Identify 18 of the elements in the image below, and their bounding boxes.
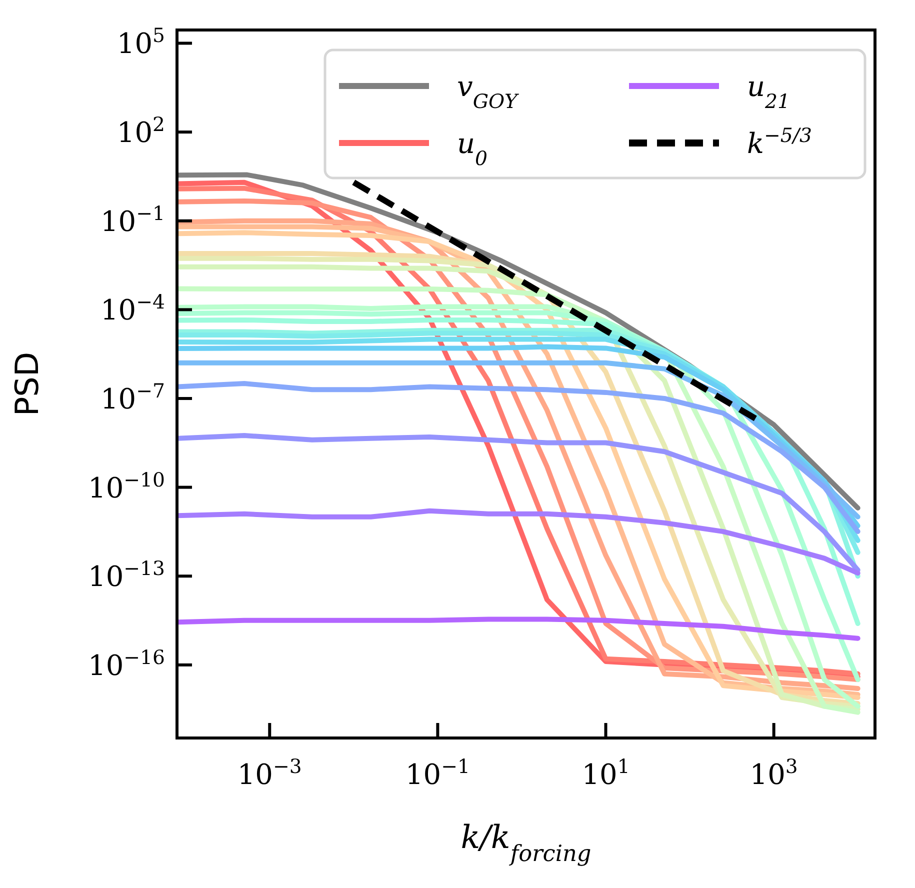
y-axis-title: PSD xyxy=(8,352,46,416)
legend-label: v$_{GOY}$ xyxy=(457,70,520,112)
x-tick-label: 10$^{3}$ xyxy=(750,754,798,791)
x-axis-title: k/k$_{forcing}$ xyxy=(460,818,592,867)
x-tick-label: 10$^{1}$ xyxy=(582,754,630,791)
y-tick-label: 10$^{5}$ xyxy=(116,24,165,60)
y-tick-label: 10$^{−13}$ xyxy=(88,556,165,594)
x-tick-label: 10$^{−3}$ xyxy=(237,754,302,791)
y-tick-label: 10$^{−1}$ xyxy=(100,201,165,238)
y-tick-label: 10$^{−7}$ xyxy=(100,378,165,416)
legend-label: u$_{21}$ xyxy=(747,70,790,112)
x-tick-label: 10$^{−1}$ xyxy=(405,754,470,791)
y-tick-label: 10$^{−4}$ xyxy=(100,290,165,327)
y-tick-label: 10$^{−10}$ xyxy=(88,468,165,504)
legend-label: k$^{−5/3}$ xyxy=(747,124,812,160)
y-tick-label: 10$^{2}$ xyxy=(116,112,165,150)
y-tick-label: 10$^{−16}$ xyxy=(88,645,165,682)
legend-label: u$_{0}$ xyxy=(457,127,488,170)
